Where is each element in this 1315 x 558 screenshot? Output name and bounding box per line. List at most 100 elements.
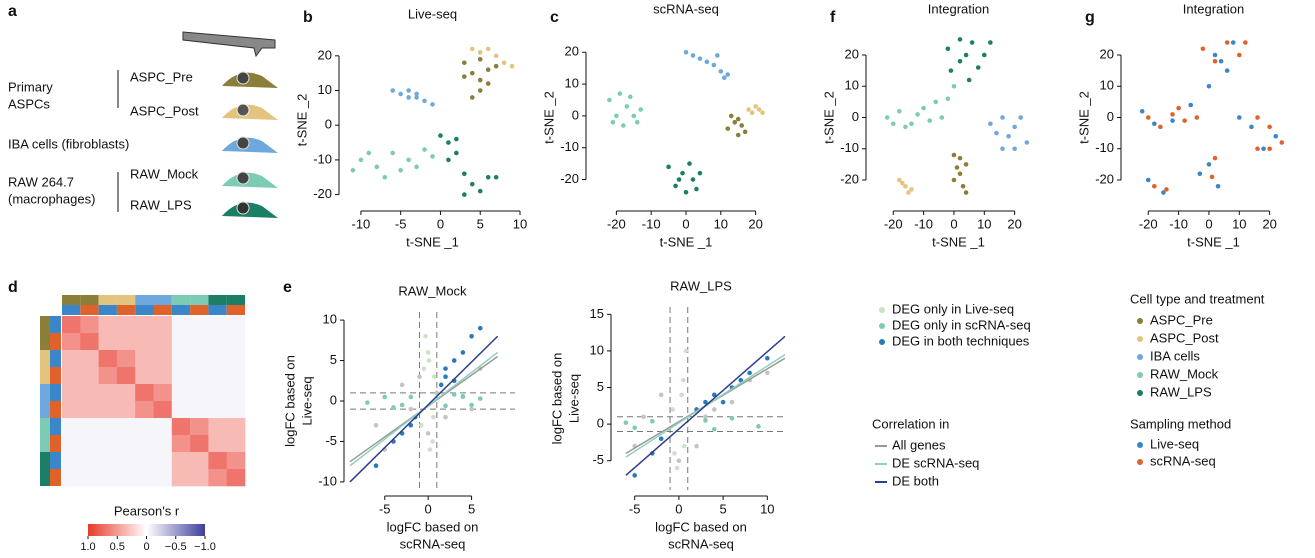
heat-cell — [208, 452, 227, 470]
x-tick-label: -5 — [395, 216, 407, 231]
point — [915, 112, 920, 117]
point — [614, 113, 619, 119]
y-tick-label: -20 — [560, 171, 579, 186]
point — [462, 60, 467, 66]
point — [720, 399, 726, 405]
y-tick-label: -10 — [1095, 140, 1114, 155]
y-axis-label: t-SNE _2 — [294, 94, 309, 147]
type-annotation — [40, 350, 50, 367]
y-tick-label: 0 — [1107, 109, 1114, 124]
x-tick-label: -10 — [914, 216, 933, 231]
heat-cell — [80, 367, 99, 385]
heat-cell — [135, 469, 154, 487]
heat-cell — [62, 401, 81, 419]
y-tick-label: 0 — [325, 117, 332, 132]
heat-cell — [208, 333, 227, 351]
point — [683, 348, 689, 354]
point — [477, 50, 483, 55]
point — [673, 183, 678, 189]
colorbar-title: Pearson's r — [114, 503, 180, 518]
x-tick-label: 10 — [1232, 216, 1246, 231]
type-annotation — [135, 295, 154, 305]
heat-cell — [171, 469, 191, 487]
x-tick-label: -20 — [607, 216, 626, 231]
point — [485, 174, 491, 180]
x-axis-label: t-SNE _1 — [406, 234, 459, 249]
label: RAW_Mock — [130, 166, 199, 181]
point — [670, 407, 676, 412]
point — [951, 83, 957, 89]
point — [753, 104, 758, 109]
point — [969, 40, 975, 45]
point — [694, 186, 699, 192]
point — [485, 67, 491, 72]
label: ASPC_Post — [130, 103, 199, 118]
point — [1273, 133, 1279, 139]
heat-cell — [153, 452, 173, 470]
heat-cell — [208, 367, 227, 385]
point — [1012, 146, 1017, 152]
point — [426, 358, 432, 363]
type-annotation — [80, 295, 99, 305]
label: ASPC_Pre — [130, 69, 193, 84]
heat-cell — [226, 350, 246, 368]
method-annotation — [190, 305, 209, 315]
point — [1236, 115, 1242, 120]
pipette — [182, 31, 276, 58]
point — [493, 174, 499, 180]
point — [658, 436, 664, 442]
legend-marker — [879, 307, 885, 313]
x-tick-label: 10 — [513, 216, 527, 231]
point — [399, 402, 405, 408]
heat-cell — [171, 316, 191, 334]
heat-cell — [116, 452, 136, 470]
heat-cell — [116, 333, 136, 351]
point — [641, 414, 646, 420]
point — [631, 113, 637, 119]
point — [443, 403, 448, 409]
point — [469, 406, 474, 412]
point — [721, 75, 727, 81]
point — [373, 463, 379, 469]
heat-cell — [116, 350, 136, 368]
point — [988, 121, 993, 127]
method-annotation — [50, 435, 61, 452]
heat-cell — [208, 418, 227, 436]
y-axis-label: logFC based on — [549, 353, 564, 445]
point — [460, 350, 466, 355]
point — [430, 439, 435, 444]
heat-cell — [80, 435, 99, 453]
heat-cell — [171, 367, 191, 385]
point — [421, 366, 427, 371]
label: RAW_LPS — [130, 197, 192, 212]
point — [683, 49, 689, 55]
legend-label: ASPC_Pre — [1150, 312, 1213, 327]
heat-cell — [153, 367, 173, 385]
point — [903, 183, 908, 189]
point — [451, 358, 457, 363]
heat-cell — [116, 401, 136, 419]
y-tick-label: 0 — [572, 107, 579, 122]
point — [390, 88, 396, 93]
point — [627, 94, 633, 100]
label: RAW 264.7 — [8, 174, 74, 189]
heat-cell — [98, 350, 118, 368]
method-annotation — [50, 384, 61, 401]
legend-label: DE both — [892, 473, 939, 488]
point — [718, 69, 724, 74]
point — [963, 52, 969, 58]
point — [408, 406, 414, 412]
point — [462, 74, 467, 79]
point — [477, 325, 483, 331]
point — [1255, 146, 1260, 152]
legend-marker — [1137, 354, 1143, 360]
point — [406, 95, 411, 100]
y-tick-label: -5 — [325, 433, 337, 448]
method-annotation — [80, 305, 99, 315]
point — [1139, 108, 1145, 114]
y-tick-label: -10 — [318, 473, 337, 488]
point — [994, 130, 999, 136]
heat-cell — [116, 435, 136, 453]
legend-label: IBA cells — [1150, 348, 1200, 363]
point — [658, 392, 664, 398]
